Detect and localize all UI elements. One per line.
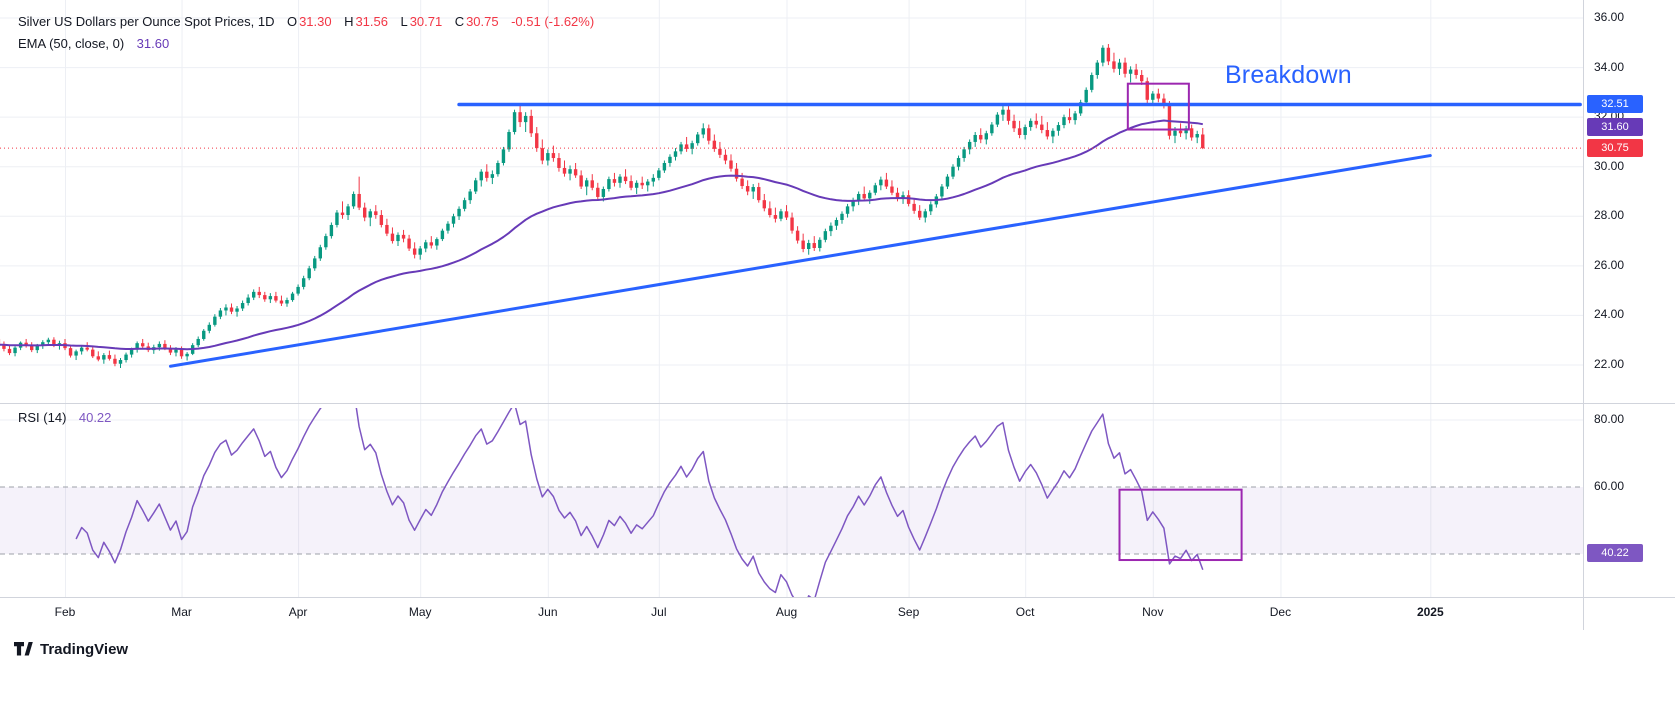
axis-tick-label: 60.00 xyxy=(1594,479,1625,493)
axis-tick-label: 36.00 xyxy=(1594,10,1625,24)
rsi-value-badge: 40.22 xyxy=(1587,544,1643,563)
time-axis-label: Feb xyxy=(54,605,76,619)
ema-legend[interactable]: EMA (50, close, 0) 31.60 xyxy=(18,35,169,53)
rsi-value: 40.22 xyxy=(78,410,112,425)
change-value: -0.51 (-1.62%) xyxy=(511,14,595,29)
rsi-legend[interactable]: RSI (14) 40.22 xyxy=(18,409,111,427)
footer-brand[interactable]: TradingView xyxy=(14,641,128,658)
last-price-badge: 30.75 xyxy=(1587,139,1643,158)
ema-price-badge: 31.60 xyxy=(1587,118,1643,137)
time-axis-label: Jul xyxy=(651,605,667,619)
low-label: L xyxy=(400,14,408,29)
rsi-label: RSI (14) xyxy=(18,410,67,425)
time-axis-label: Oct xyxy=(1015,605,1035,619)
axis-tick-label: 28.00 xyxy=(1594,208,1625,223)
axis-tick-label: 80.00 xyxy=(1594,412,1625,426)
time-axis-label: Mar xyxy=(171,605,192,619)
time-axis[interactable]: Feb Mar Apr May Jun Jul Aug Sep Oct Nov Dec 2025 xyxy=(0,598,1675,630)
low-value: 30.71 xyxy=(409,14,443,29)
breakdown-annotation[interactable]: Breakdown xyxy=(1224,61,1352,90)
time-axis-label: Nov xyxy=(1142,605,1164,619)
time-axis-label: Apr xyxy=(288,605,308,619)
time-axis-label: Jun xyxy=(538,605,558,619)
axis-tick-label: 30.00 xyxy=(1594,158,1625,173)
axis-tick-label: 26.00 xyxy=(1594,257,1625,272)
brand-name[interactable]: TradingView xyxy=(40,641,129,658)
axis-tick-label: 34.00 xyxy=(1594,59,1625,74)
axis-tick-label: 22.00 xyxy=(1594,356,1625,371)
open-value: 31.30 xyxy=(299,14,332,29)
resistance-price-badge: 32.51 xyxy=(1587,95,1643,114)
time-axis-label: Dec xyxy=(1269,605,1292,619)
symbol-legend[interactable]: Silver US Dollars per Ounce Spot Prices,… xyxy=(18,13,594,31)
ema-label: EMA (50, close, 0) xyxy=(18,36,125,51)
time-axis-label: May xyxy=(408,605,432,619)
ema-value: 31.60 xyxy=(136,36,170,51)
time-axis-label: Aug xyxy=(775,605,798,619)
symbol-title: Silver US Dollars per Ounce Spot Prices,… xyxy=(18,14,275,29)
open-label: O xyxy=(286,14,298,29)
close-value: 30.75 xyxy=(466,14,499,29)
high-label: H xyxy=(344,14,354,29)
time-axis-label: Sep xyxy=(897,605,920,619)
axis-tick-label: 24.00 xyxy=(1594,307,1625,322)
time-axis-label: 2025 xyxy=(1416,605,1444,619)
close-label: C xyxy=(454,14,465,29)
high-value: 31.56 xyxy=(355,14,388,29)
tradingview-logo[interactable] xyxy=(14,641,33,658)
price-axis[interactable]: 36.00 34.00 32.00 30.00 28.00 26.00 24.00 22.00… xyxy=(1584,0,1675,640)
